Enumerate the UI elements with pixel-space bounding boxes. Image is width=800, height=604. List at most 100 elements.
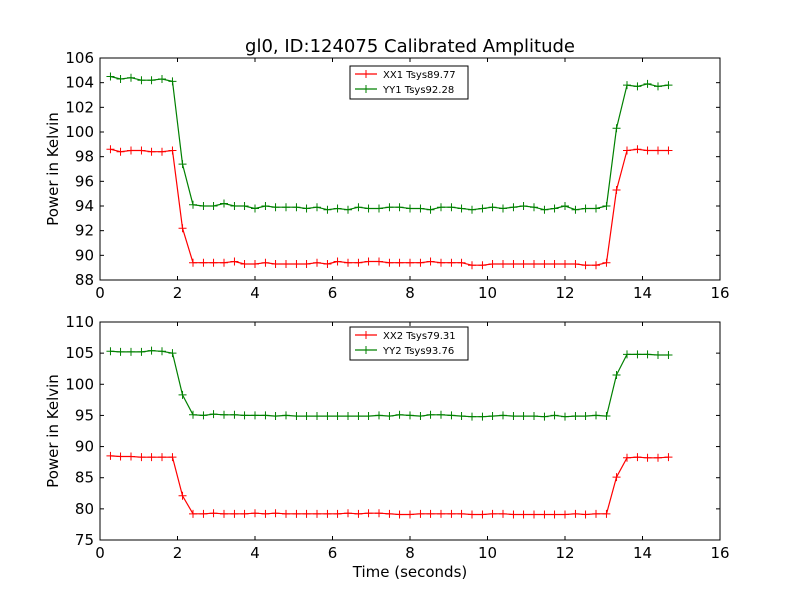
data-point-marker <box>209 202 218 210</box>
data-point-marker <box>251 204 259 213</box>
data-point-marker <box>550 259 559 268</box>
x-tick-label: 4 <box>250 284 260 302</box>
data-point-marker <box>282 203 290 212</box>
data-point-marker <box>540 205 549 214</box>
data-point-marker <box>437 410 445 419</box>
data-point-marker <box>395 410 404 419</box>
data-point-marker <box>364 509 373 518</box>
data-point-marker <box>602 509 611 518</box>
data-point-marker <box>633 350 642 359</box>
data-point-marker <box>375 204 383 213</box>
data-point-marker <box>282 411 290 420</box>
data-point-marker <box>519 412 528 421</box>
data-point-marker <box>654 351 662 360</box>
data-point-marker <box>561 510 569 519</box>
data-point-marker <box>540 510 549 519</box>
data-point-marker <box>240 259 249 268</box>
y-tick-label: 100 <box>65 375 94 393</box>
series-1 <box>106 145 673 270</box>
data-point-marker <box>199 509 208 518</box>
data-point-marker <box>623 146 631 155</box>
data-point-marker <box>251 509 259 518</box>
data-point-marker <box>633 145 642 154</box>
data-point-marker <box>313 203 321 212</box>
data-point-marker <box>313 509 321 518</box>
y-tick-label: 92 <box>75 222 94 240</box>
data-point-marker <box>106 72 115 81</box>
data-point-marker <box>592 204 600 213</box>
legend: XX1 Tsys89.77 YY1 Tsys92.28 <box>349 65 469 100</box>
data-point-marker <box>468 261 476 270</box>
y-tick-label: 94 <box>75 197 94 215</box>
data-point-marker <box>158 347 166 356</box>
data-point-marker <box>602 258 611 267</box>
data-point-marker <box>488 509 497 518</box>
data-point-marker <box>127 146 135 155</box>
data-point-marker <box>220 199 228 208</box>
data-point-marker <box>530 412 538 421</box>
y-tick-label: 105 <box>65 344 94 362</box>
data-point-marker <box>189 509 197 518</box>
legend-marker <box>362 346 370 354</box>
data-point-marker <box>354 412 363 421</box>
y-tick-label: 100 <box>65 123 94 141</box>
data-point-marker <box>457 258 466 267</box>
data-point-marker <box>612 473 621 482</box>
data-point-marker <box>447 411 456 420</box>
y-tick-label: 110 <box>65 313 94 331</box>
data-point-marker <box>602 412 611 421</box>
data-point-marker <box>519 259 528 268</box>
data-point-marker <box>643 146 652 155</box>
data-point-marker <box>199 202 208 210</box>
data-point-marker <box>364 257 373 266</box>
data-point-marker <box>158 453 166 462</box>
data-point-marker <box>209 509 218 518</box>
data-point-marker <box>199 411 208 420</box>
data-point-marker <box>313 258 321 267</box>
data-point-marker <box>302 509 311 518</box>
data-point-marker <box>220 258 228 267</box>
x-axis-label: Time (seconds) <box>352 563 468 581</box>
data-point-marker <box>530 259 538 268</box>
chart-panel-1: 0 2 4 6 8 10 12 14 16 88 90 92 94 96 98 100 102 104 106 gl0… <box>44 36 730 302</box>
data-point-marker <box>147 346 156 355</box>
x-tick-label: 8 <box>405 284 415 302</box>
data-point-marker <box>385 509 394 518</box>
data-point-marker <box>261 258 270 267</box>
data-point-marker <box>499 259 507 268</box>
data-point-marker <box>385 203 394 212</box>
data-point-marker <box>654 82 662 91</box>
data-point-marker <box>437 509 445 518</box>
data-point-marker <box>292 203 301 212</box>
data-point-marker <box>385 258 394 267</box>
data-point-marker <box>116 347 125 356</box>
data-point-marker <box>333 204 342 213</box>
data-point-marker <box>364 204 373 213</box>
data-point-marker <box>499 204 507 213</box>
data-point-marker <box>643 350 652 359</box>
data-point-marker <box>137 146 146 155</box>
data-point-marker <box>240 411 249 420</box>
data-point-marker <box>375 509 383 518</box>
x-tick-label: 10 <box>478 284 497 302</box>
y-axis-label: Power in Kelvin <box>44 374 62 488</box>
data-point-marker <box>333 412 342 421</box>
data-point-marker <box>116 147 125 156</box>
data-point-marker <box>251 259 259 268</box>
data-point-marker <box>550 411 559 420</box>
data-point-marker <box>633 453 642 462</box>
data-point-marker <box>437 258 445 267</box>
data-point-marker <box>261 202 270 210</box>
data-point-marker <box>478 261 487 270</box>
data-point-marker <box>581 510 590 519</box>
data-point-marker <box>530 510 538 519</box>
data-point-marker <box>127 73 135 82</box>
data-point-marker <box>189 258 197 267</box>
data-point-marker <box>416 258 425 267</box>
data-point-marker <box>137 76 146 85</box>
data-point-marker <box>581 204 590 213</box>
data-point-marker <box>106 145 115 154</box>
series-1 <box>106 451 673 519</box>
data-point-marker <box>437 203 445 212</box>
